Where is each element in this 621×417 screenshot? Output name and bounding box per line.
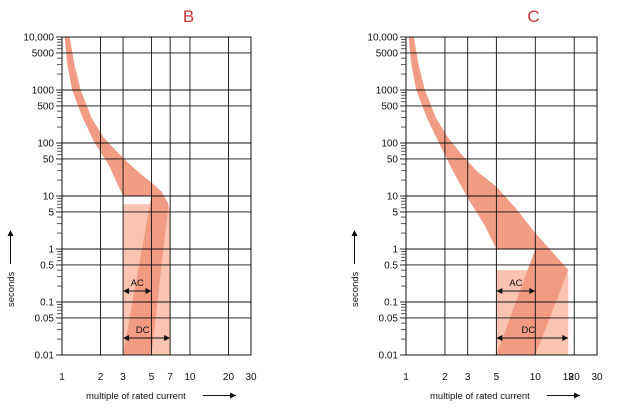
x-tick-label-c: 10 [530,372,542,383]
x-tick-label-b: 1 [59,372,65,383]
dc-range-label-c: DC [521,325,535,336]
y-tick-label-b: 0.05 [35,313,55,324]
y-axis-arrowhead-c [351,230,358,236]
x-axis-arrowhead-c [574,392,580,399]
y-tick-label-b: 0.5 [40,260,54,271]
ac-range-arrow-c-right-arrow [529,288,536,294]
chart-title-b: B [183,7,194,26]
y-tick-label-c: 50 [387,154,399,165]
y-tick-label-b: 10 [43,192,55,203]
x-tick-label-c: 2 [442,372,448,383]
y-tick-label-c: 0.1 [384,298,398,309]
y-tick-label-c: 1000 [376,86,399,97]
y-tick-label-c: 5000 [376,48,399,59]
y-tick-label-c: 0.01 [379,351,399,362]
dc-range-arrow-c-right-arrow [562,335,569,341]
chart-title-c: C [527,7,539,26]
x-tick-label-b: 7 [167,372,173,383]
x-tick-label-c: 5 [494,372,500,383]
y-tick-label-c: 5 [392,207,398,218]
y-tick-label-c: 0.05 [379,313,399,324]
dc-range-arrow-c-left-arrow [496,335,503,341]
x-tick-label-c: 18 [563,372,575,383]
x-tick-label-b: 10 [184,372,196,383]
plot-frame-c [405,36,598,356]
ac-range-label-b: AC [131,278,144,289]
y-axis-label-b: seconds [6,271,17,307]
y-tick-label-b: 5 [48,207,54,218]
y-tick-label-c: 500 [381,101,398,112]
y-tick-label-c: 100 [381,139,398,150]
dc-range-arrow-b-right-arrow [164,335,171,341]
ac-band-b [64,37,169,355]
x-tick-label-c: 1 [403,372,409,383]
y-tick-label-b: 0.1 [40,298,54,309]
x-axis-arrowhead-b [230,392,236,399]
y-tick-label-b: 100 [37,139,54,150]
y-tick-label-b: 5000 [32,48,55,59]
y-tick-label-c: 10 [387,192,399,203]
y-tick-label-c: 0.5 [384,260,398,271]
y-axis-label-c: seconds [350,271,361,307]
x-tick-label-b: 20 [223,372,235,383]
y-axis-arrowhead-b [7,230,14,236]
x-tick-label-b: 30 [245,372,257,383]
ac-range-label-c: AC [509,278,522,289]
y-tick-label-b: 0.01 [35,351,55,362]
ac-range-arrow-b-right-arrow [145,288,152,294]
x-tick-label-b: 2 [98,372,104,383]
dc-range-arrow-b-left-arrow [123,335,130,341]
y-tick-label-b: 50 [43,154,55,165]
x-tick-label-c: 30 [591,372,603,383]
y-tick-label-b: 1000 [32,86,55,97]
y-tick-label-c: 1 [392,245,398,256]
plot-frame-b [61,36,252,356]
x-tick-label-c: 20 [569,372,581,383]
x-tick-label-b: 5 [149,372,155,383]
dc-range-label-b: DC [136,325,150,336]
y-tick-label-b: 500 [37,101,54,112]
x-tick-label-b: 3 [120,372,126,383]
x-tick-label-c: 3 [465,372,471,383]
ac-range-arrow-b-left-arrow [123,288,130,294]
x-axis-label-c: multiple of rated current [430,391,530,402]
y-tick-label-b: 10,000 [23,33,54,44]
ac-range-arrow-c-left-arrow [496,288,503,294]
x-axis-label-b: multiple of rated current [86,391,186,402]
y-tick-label-c: 10,000 [367,33,398,44]
y-tick-label-b: 1 [48,245,54,256]
